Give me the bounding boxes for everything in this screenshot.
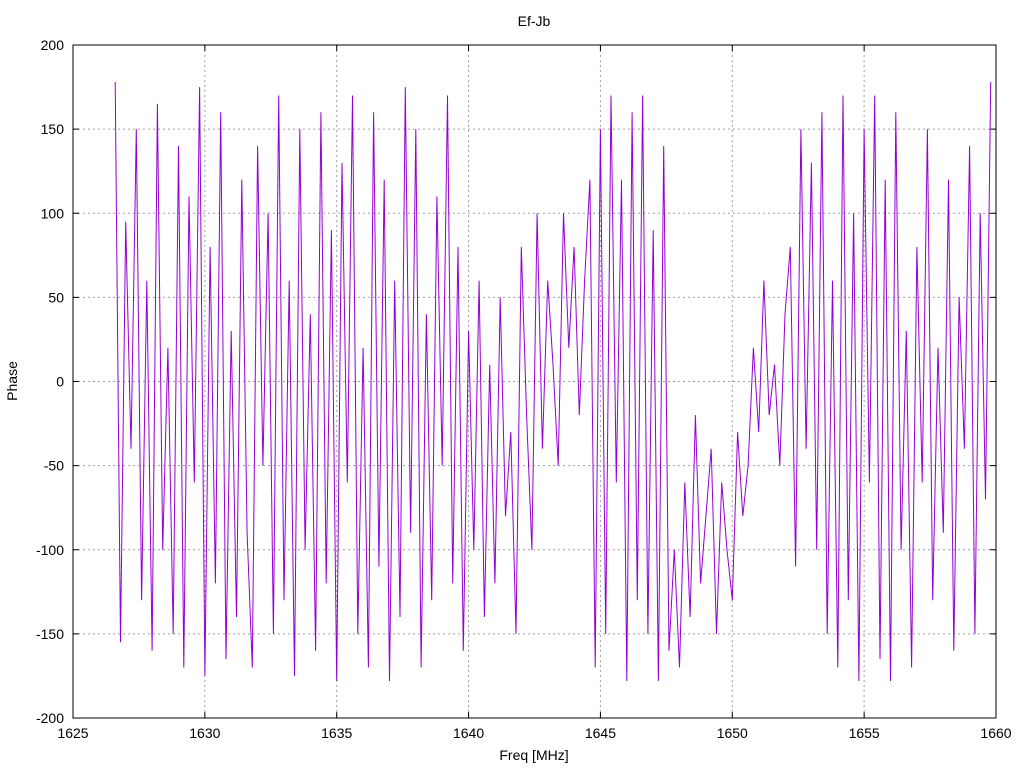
x-tick-label: 1630: [189, 725, 220, 741]
y-tick-label: 200: [41, 37, 65, 53]
y-tick-label: 150: [41, 121, 65, 137]
y-tick-label: -50: [44, 458, 64, 474]
grid-lines: [72, 44, 997, 719]
y-axis-label: Phase: [4, 361, 20, 401]
x-tick-label: 1635: [321, 725, 352, 741]
y-tick-label: -200: [36, 710, 64, 726]
x-tick-label: 1660: [980, 725, 1011, 741]
y-tick-label: -100: [36, 542, 64, 558]
x-tick-label: 1640: [453, 725, 484, 741]
y-tick-label: 50: [48, 289, 64, 305]
x-axis-label: Freq [MHz]: [499, 747, 568, 763]
plot-border: [72, 44, 997, 719]
y-tick-label: 100: [41, 205, 65, 221]
chart-title: Ef-Jb: [518, 13, 551, 29]
y-tick-label: 0: [56, 374, 64, 390]
y-tick-label: -150: [36, 626, 64, 642]
x-tick-label: 1655: [849, 725, 880, 741]
x-tick-label: 1650: [717, 725, 748, 741]
x-tick-labels: 1625 1630 1635 1640 1645 1650 1655 1660: [57, 725, 1011, 741]
y-tick-labels: -200 -150 -100 -50 0 50 100 150 200: [36, 37, 64, 726]
phase-series-line: [114, 81, 992, 682]
x-tick-label: 1645: [585, 725, 616, 741]
x-tick-label: 1625: [57, 725, 88, 741]
